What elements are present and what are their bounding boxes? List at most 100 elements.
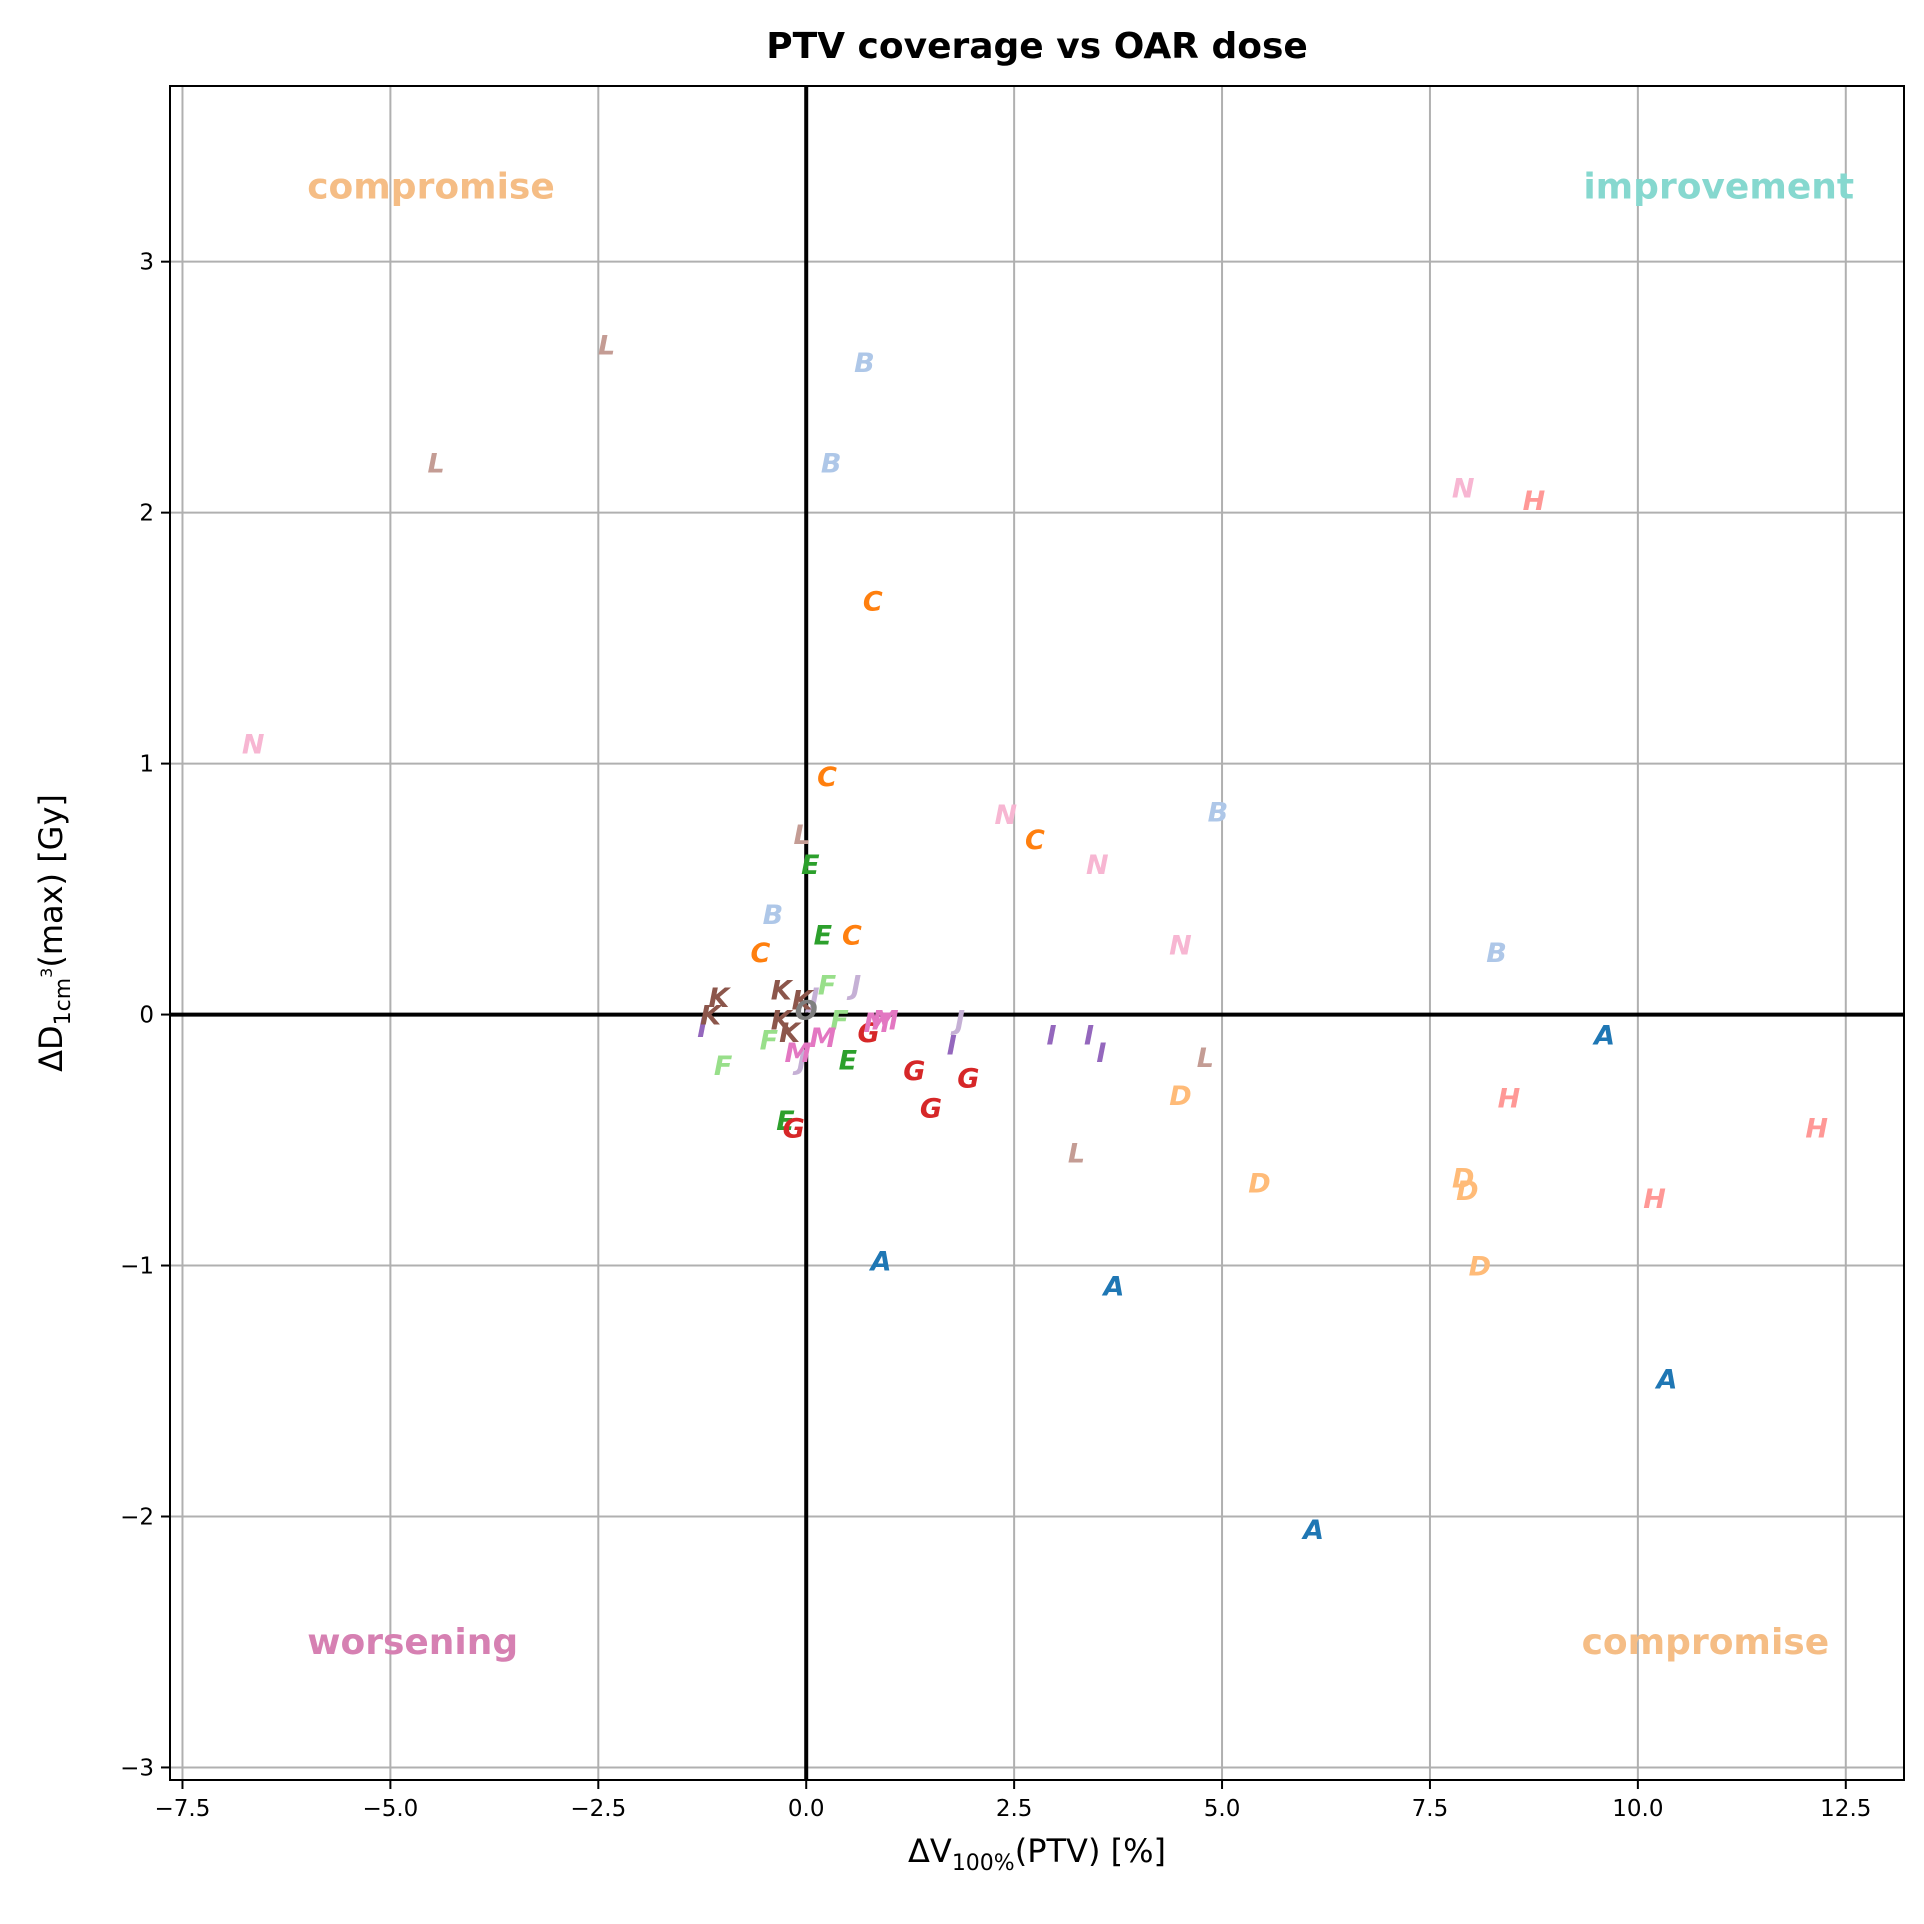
data-point-marker: E — [814, 920, 833, 951]
quadrant-labels: compromise improvement worsening compromise — [307, 166, 1854, 1663]
data-point-marker: I — [947, 1031, 957, 1062]
x-tick-label: 2.5 — [996, 1796, 1033, 1822]
y-tick-label: 1 — [139, 752, 154, 778]
x-label-rest: (PTV) [%] — [1015, 1832, 1166, 1870]
series-b: B B B B B — [763, 348, 1507, 969]
data-point-marker: N — [1452, 474, 1475, 505]
plot-frame — [169, 85, 1905, 1781]
data-point-marker: J — [846, 970, 861, 1001]
data-point-marker: K — [779, 1018, 802, 1049]
x-tick-label: −7.5 — [155, 1796, 211, 1822]
data-point-marker: B — [1486, 938, 1507, 969]
series-g: GG GGG — [783, 1018, 980, 1144]
data-point-marker: K — [700, 1001, 723, 1032]
data-point-marker: F — [714, 1051, 733, 1082]
y-label-subscript: 1cm — [51, 978, 76, 1026]
y-label-main: ΔD — [32, 1025, 70, 1072]
quadrant-label: worsening — [307, 1622, 518, 1663]
zero-lines — [170, 86, 1904, 1780]
data-point-marker: N — [1086, 850, 1109, 881]
data-point-marker: D — [1456, 1176, 1478, 1207]
data-point-marker: G — [783, 1113, 805, 1144]
series-d: DD DDD — [1169, 1081, 1491, 1283]
quadrant-label: improvement — [1583, 166, 1854, 207]
data-point-marker: A — [1655, 1364, 1678, 1395]
data-point-marker: K — [771, 975, 794, 1006]
data-point-marker: D — [1248, 1169, 1270, 1200]
x-tick-label: 7.5 — [1412, 1796, 1449, 1822]
y-tick-label: −3 — [120, 1755, 154, 1781]
data-point-marker: C — [751, 938, 771, 969]
data-point-marker: M — [809, 1023, 836, 1054]
series-c: C C C C C — [751, 586, 1045, 968]
x-label-main: ΔV — [908, 1832, 952, 1870]
data-point-marker: F — [830, 1006, 849, 1037]
quadrant-label: compromise — [1582, 1622, 1830, 1663]
data-point-marker: D — [1469, 1252, 1491, 1283]
data-point-marker: C — [863, 586, 883, 617]
data-point-marker: A — [1301, 1515, 1324, 1546]
x-tick-label: 5.0 — [1204, 1796, 1241, 1822]
data-point-marker: N — [995, 800, 1018, 831]
x-label-subscript: 100% — [952, 1851, 1015, 1876]
x-tick-label: 10.0 — [1612, 1796, 1663, 1822]
data-point-marker: C — [1025, 825, 1045, 856]
data-point-marker: H — [1498, 1083, 1521, 1114]
data-point-marker: F — [818, 970, 837, 1001]
data-point-marker: H — [1805, 1113, 1828, 1144]
data-point-marker: M — [872, 1006, 899, 1037]
x-tick-label: −5.0 — [362, 1796, 418, 1822]
data-point-marker: L — [598, 330, 615, 361]
y-label-rest: (max) [Gy] — [32, 794, 70, 968]
data-point-marker: G — [858, 1018, 880, 1049]
y-tick-label: 0 — [139, 1003, 154, 1029]
data-point-marker: N — [242, 730, 265, 761]
data-point-marker: B — [854, 348, 875, 379]
grid — [170, 86, 1904, 1780]
data-point-marker: H — [1523, 486, 1546, 517]
data-point-marker: A — [1101, 1272, 1124, 1303]
data-point-marker: L — [1197, 1043, 1214, 1074]
data-point-marker: D — [1169, 1081, 1191, 1112]
data-point-marker: M — [784, 1038, 811, 1069]
data-point-marker: G — [957, 1063, 979, 1094]
series-o: O — [795, 996, 818, 1027]
data-point-marker: I — [697, 1013, 707, 1044]
data-point-marker: E — [776, 1106, 795, 1137]
y-axis-label: ΔD1cm3(max) [Gy] — [32, 794, 76, 1072]
y-tick-label: −2 — [120, 1504, 154, 1530]
axis-ticks: −7.5 −5.0 −2.5 0.0 2.5 5.0 7.5 10.0 12.5 −3 −2 −1 0 1… — [120, 250, 1871, 1822]
y-tick-label: −1 — [120, 1254, 154, 1280]
data-point-marker: A — [869, 1247, 892, 1278]
data-point-marker: K — [771, 1006, 794, 1037]
data-point-marker: A — [1592, 1021, 1615, 1052]
data-point-marker: K — [792, 986, 815, 1017]
y-tick-label: 2 — [139, 501, 154, 527]
chart-title: PTV coverage vs OAR dose — [766, 26, 1308, 67]
data-point-marker: H — [1643, 1184, 1666, 1215]
series-h: H H H H — [1498, 486, 1829, 1215]
series-a: A A A A A — [869, 1021, 1678, 1546]
data-point-marker: B — [1208, 797, 1229, 828]
data-point-marker: B — [821, 448, 842, 479]
series-i: II I II — [697, 1013, 1106, 1069]
x-axis-label: ΔV100%(PTV) [%] — [908, 1832, 1166, 1876]
data-point-marker: I — [1084, 1021, 1094, 1052]
x-tick-label: −2.5 — [570, 1796, 626, 1822]
data-point-marker: M — [863, 1008, 890, 1039]
y-label-superscript: 3 — [37, 968, 56, 978]
data-point-marker: I — [1047, 1021, 1057, 1052]
y-tick-label: 3 — [139, 250, 154, 276]
data-point-marker: I — [1096, 1038, 1106, 1069]
quadrant-label: compromise — [307, 166, 555, 207]
series-e: E E E E — [776, 850, 857, 1137]
data-point-marker: G — [903, 1056, 925, 1087]
data-point-marker: E — [801, 850, 820, 881]
data-point-marker: O — [795, 996, 818, 1027]
data-point-marker: N — [1169, 930, 1192, 961]
series-l: L L L L L — [428, 330, 1214, 1169]
data-point-marker: B — [763, 900, 784, 931]
data-point-marker: L — [428, 448, 445, 479]
